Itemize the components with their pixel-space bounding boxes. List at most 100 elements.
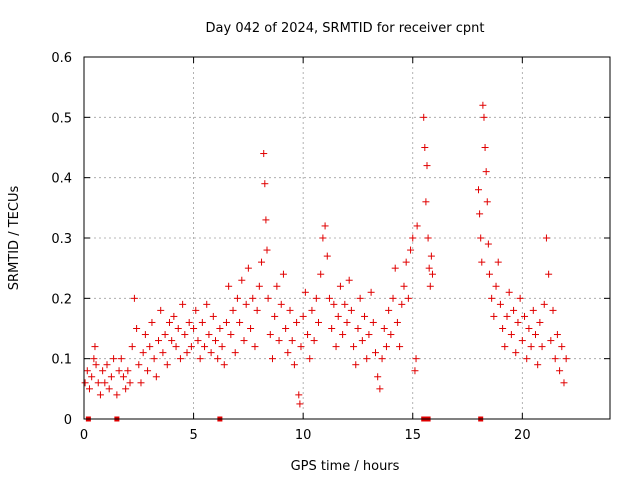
data-point xyxy=(479,101,487,109)
data-point xyxy=(512,349,520,357)
data-point xyxy=(207,349,215,357)
data-point xyxy=(527,343,535,351)
data-point xyxy=(183,349,191,357)
data-point xyxy=(499,325,507,332)
data-point xyxy=(389,294,397,302)
data-point xyxy=(427,252,435,260)
data-point xyxy=(260,150,268,158)
data-point xyxy=(312,294,320,302)
data-point xyxy=(421,144,429,151)
data-point xyxy=(150,355,158,363)
data-point xyxy=(299,312,307,320)
data-point xyxy=(255,282,263,290)
data-point xyxy=(476,210,484,218)
x-tick-label: 20 xyxy=(514,428,531,443)
data-point xyxy=(253,306,261,314)
plot-frame xyxy=(83,56,611,420)
data-point xyxy=(317,270,325,278)
y-axis-label: SRMTID / TECUs xyxy=(7,186,22,291)
data-point xyxy=(514,318,522,326)
data-point xyxy=(505,288,513,296)
data-point xyxy=(144,367,152,375)
data-point xyxy=(290,361,298,369)
data-point xyxy=(277,300,285,308)
data-point xyxy=(251,343,259,351)
data-point xyxy=(556,367,564,375)
data-point xyxy=(141,331,149,339)
data-point xyxy=(157,306,165,314)
data-point xyxy=(398,300,406,308)
data-point xyxy=(152,373,160,381)
data-point xyxy=(413,222,421,230)
x-tick-label: 15 xyxy=(404,428,421,443)
data-point xyxy=(343,318,351,326)
data-points xyxy=(81,101,570,408)
data-point xyxy=(374,373,382,381)
data-point xyxy=(258,258,266,266)
data-point xyxy=(122,385,130,393)
data-point xyxy=(247,325,255,332)
data-point xyxy=(85,385,93,393)
data-point xyxy=(490,312,498,320)
data-point xyxy=(485,270,493,278)
data-point xyxy=(494,258,502,266)
data-point xyxy=(315,318,323,326)
data-point xyxy=(536,318,544,326)
data-point xyxy=(172,343,180,351)
data-point xyxy=(288,337,296,345)
x-tick-label: 5 xyxy=(189,428,197,443)
data-point xyxy=(534,361,542,369)
data-point xyxy=(83,367,91,375)
data-point xyxy=(393,318,401,326)
data-point xyxy=(264,294,272,302)
data-point xyxy=(275,337,283,345)
x-tick-label: 10 xyxy=(295,428,312,443)
y-tick-label: 0.6 xyxy=(51,51,72,66)
chart-title: Day 042 of 2024, SRMTID for receiver cpn… xyxy=(206,21,485,36)
data-point xyxy=(483,198,491,206)
data-point xyxy=(304,331,312,339)
data-point xyxy=(229,306,237,314)
data-point xyxy=(518,337,526,345)
data-point xyxy=(480,113,488,121)
data-point xyxy=(214,355,222,363)
data-point xyxy=(92,361,100,369)
data-point xyxy=(216,325,224,332)
data-point xyxy=(525,325,533,332)
data-point xyxy=(371,349,379,357)
data-point xyxy=(99,367,107,375)
data-point xyxy=(409,234,417,242)
x-tick-label: 0 xyxy=(80,428,88,443)
data-point xyxy=(492,282,500,290)
data-point xyxy=(236,318,244,326)
data-point xyxy=(176,355,184,363)
y-tick-label: 0.3 xyxy=(51,232,72,247)
data-point xyxy=(218,343,226,351)
data-point xyxy=(249,294,257,302)
data-point xyxy=(119,373,127,381)
data-point xyxy=(482,168,490,176)
data-point xyxy=(400,282,408,290)
y-tick-label: 0 xyxy=(64,413,72,428)
data-point xyxy=(378,355,386,363)
data-point xyxy=(81,379,89,387)
data-point xyxy=(332,343,340,351)
y-tick-label: 0.4 xyxy=(51,172,72,187)
data-point xyxy=(341,300,349,308)
data-point xyxy=(205,331,213,339)
data-point xyxy=(426,282,434,290)
data-point xyxy=(558,343,566,351)
data-point xyxy=(240,337,248,345)
data-point xyxy=(179,300,187,308)
data-point xyxy=(117,355,125,363)
data-point xyxy=(220,361,228,369)
data-point xyxy=(227,331,235,339)
data-point xyxy=(407,246,415,254)
data-point xyxy=(261,180,269,188)
data-point xyxy=(187,343,195,351)
data-point xyxy=(484,240,492,248)
data-point xyxy=(286,306,294,314)
data-point xyxy=(238,276,246,284)
data-point xyxy=(350,343,358,351)
